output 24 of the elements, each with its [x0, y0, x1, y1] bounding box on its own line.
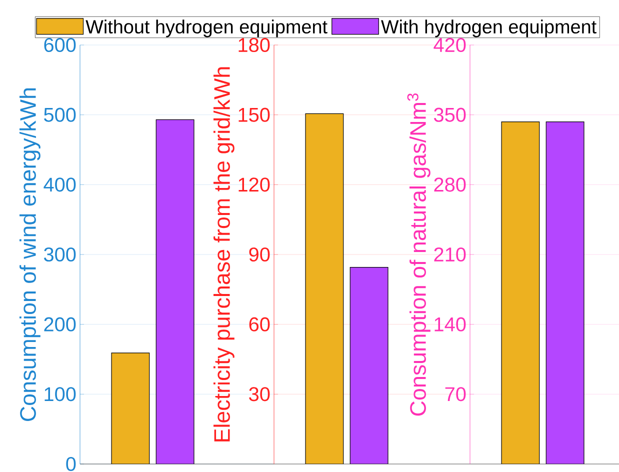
y-tick-label: 350	[434, 108, 466, 122]
y-tick-label: 0	[66, 456, 76, 472]
y-tick-label: 420	[434, 38, 466, 52]
y-axis-title: Electricity purchase from the grid/kWh	[213, 67, 234, 442]
y-axis-title: Consumption of natural gas/Nm$^{3}$	[407, 93, 430, 416]
y-tick-label: 90	[249, 247, 270, 262]
y-tick-label: 600	[44, 38, 76, 52]
y-tick-label: 280	[434, 178, 466, 192]
legend-label: With hydrogen equipment	[381, 20, 596, 38]
y-tick-label: 100	[44, 387, 76, 402]
y-tick-label: 150	[238, 108, 270, 122]
y-tick-label: 70	[445, 387, 466, 402]
y-tick-label: 500	[44, 108, 76, 122]
y-axis-title: Consumption of wind energy/kWh	[19, 88, 40, 421]
legend-label: Without hydrogen equipment	[86, 20, 328, 38]
y-tick-label: 300	[44, 247, 76, 262]
y-tick-label: 200	[44, 317, 76, 332]
y-tick-label: 180	[238, 38, 270, 52]
y-tick-label: 210	[434, 247, 466, 262]
y-tick-label: 60	[249, 317, 270, 332]
y-tick-label: 400	[44, 178, 76, 192]
y-tick-label: 120	[238, 178, 270, 192]
y-tick-label: 30	[249, 387, 270, 402]
y-tick-label: 140	[434, 317, 466, 332]
